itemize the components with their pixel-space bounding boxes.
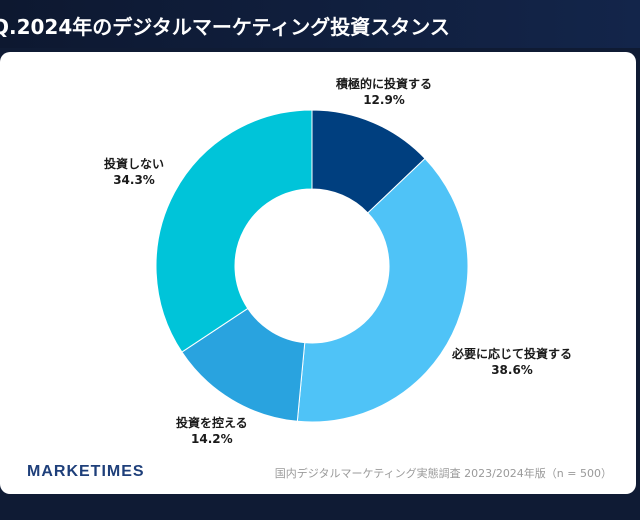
donut-chart	[155, 109, 469, 423]
slice-as-needed	[296, 157, 469, 423]
slice-no-invest	[155, 109, 313, 353]
source-note: 国内デジタルマーケティング実態調査 2023/2024年版（n = 500）	[274, 467, 612, 480]
slice-value: 34.3%	[113, 173, 155, 187]
slice-category: 必要に応じて投資する	[452, 347, 573, 361]
slice-value: 38.6%	[491, 363, 533, 377]
bottom-strip	[0, 500, 640, 520]
slice-label-restrain: 投資を控える 14.2%	[176, 415, 248, 447]
slice-value: 12.9%	[363, 93, 405, 107]
slice-label-no-invest: 投資しない 34.3%	[104, 156, 164, 188]
slice-value: 14.2%	[191, 432, 233, 446]
slice-label-aggressive: 積極的に投資する 12.9%	[336, 76, 432, 108]
slice-category: 積極的に投資する	[336, 77, 433, 91]
slice-category: 投資を控える	[176, 416, 248, 430]
slice-category: 投資しない	[104, 157, 165, 171]
brand-logo: MARKETIMES	[27, 463, 145, 480]
page-title: Q.2024年のデジタルマーケティング投資スタンス	[0, 15, 450, 39]
slice-label-as-needed: 必要に応じて投資する 38.6%	[452, 346, 572, 378]
header-bar: Q.2024年のデジタルマーケティング投資スタンス	[0, 0, 640, 48]
